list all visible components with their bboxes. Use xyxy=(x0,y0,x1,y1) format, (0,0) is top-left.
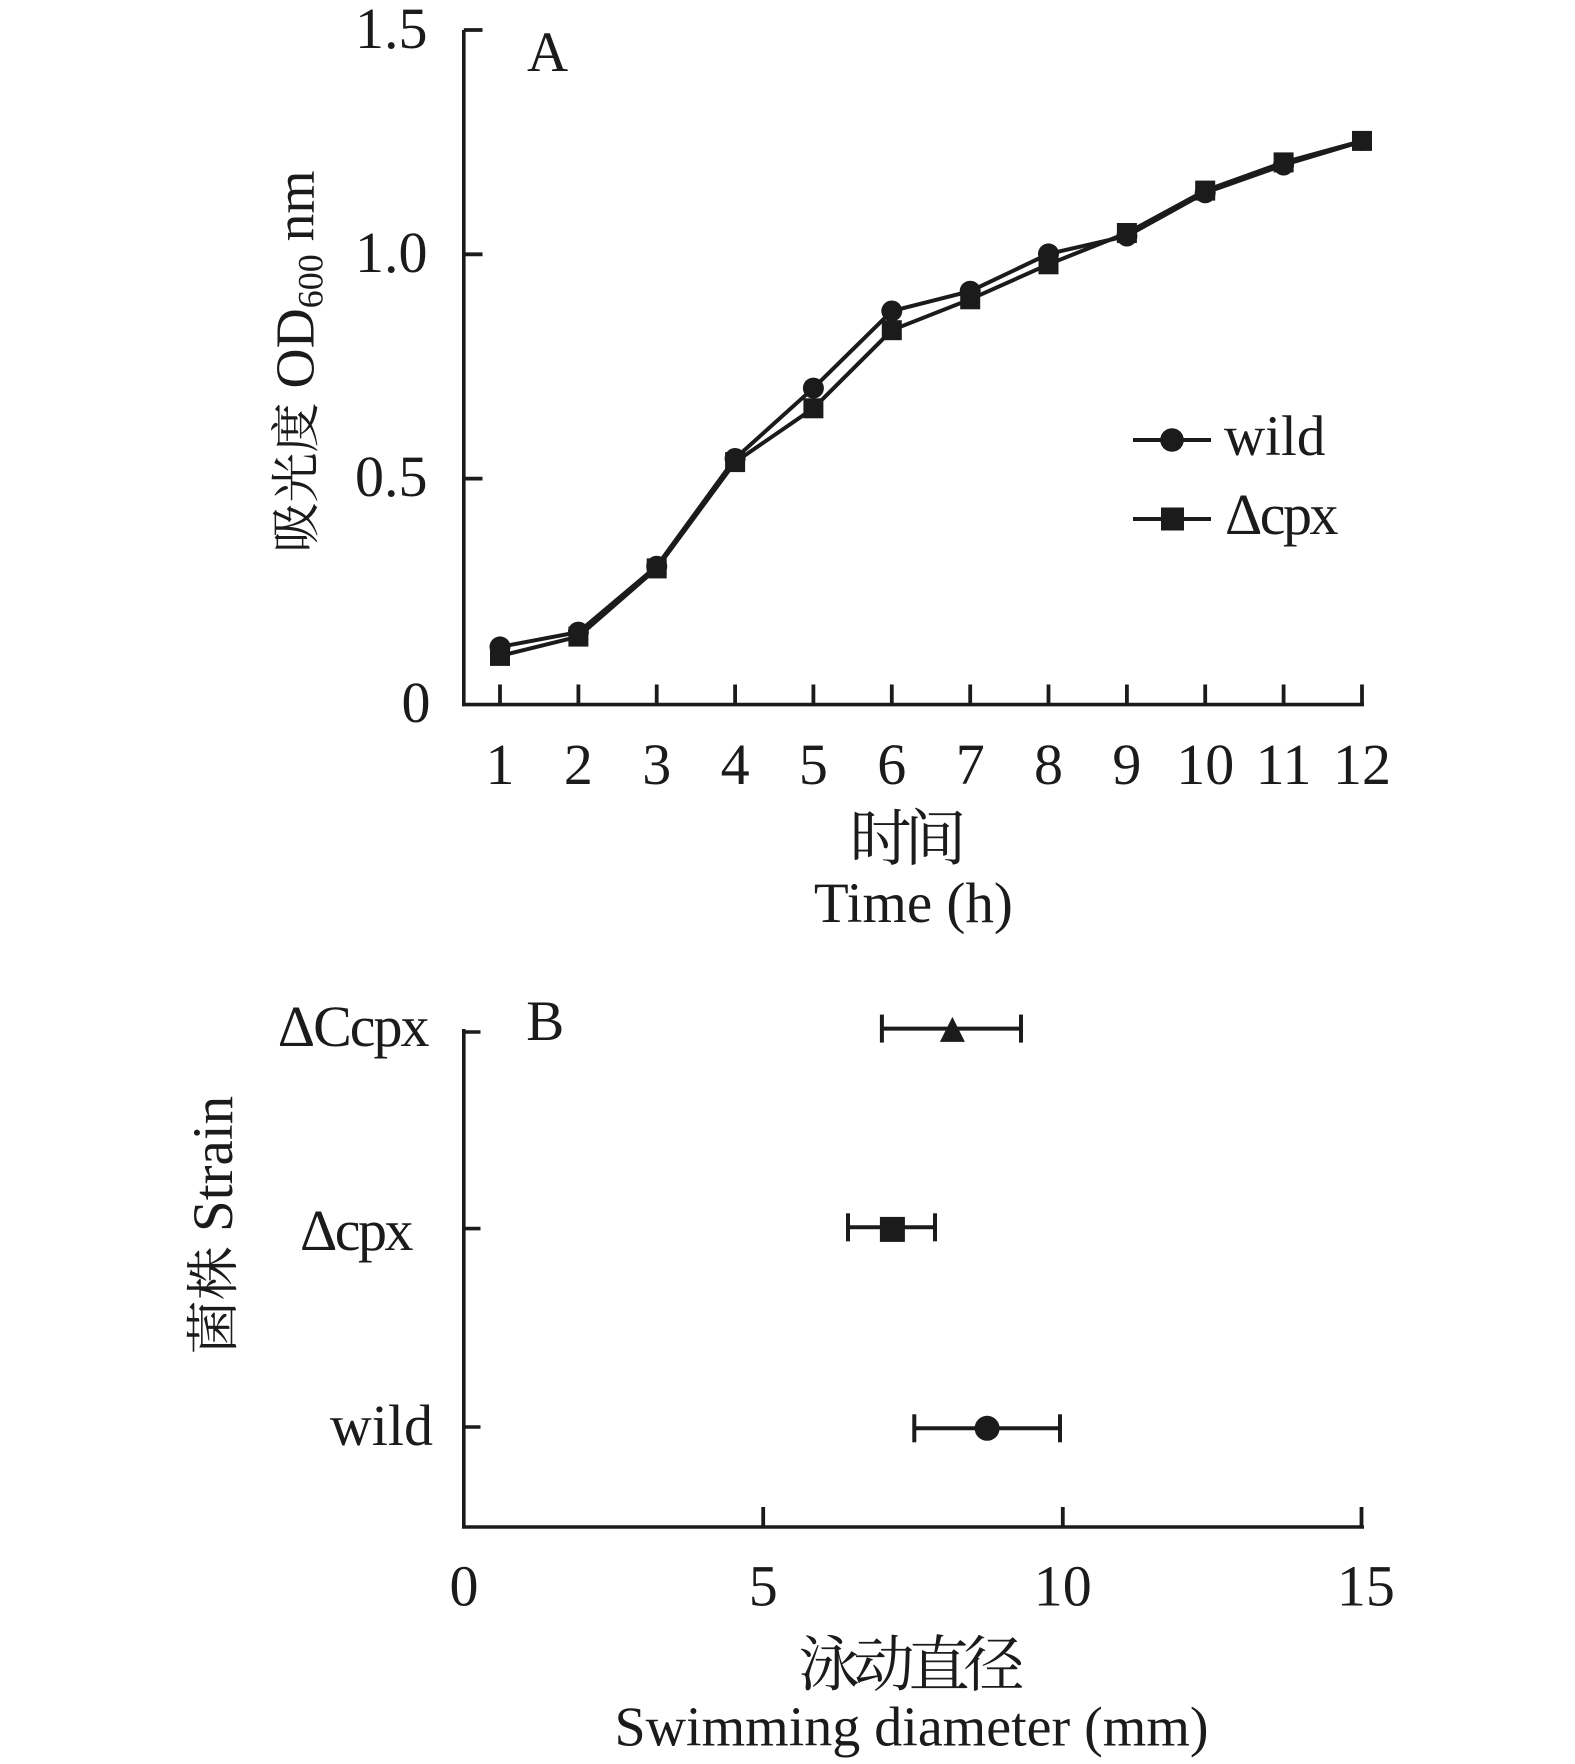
svg-text:B: B xyxy=(526,990,564,1053)
svg-text:1.5: 1.5 xyxy=(355,0,428,61)
svg-text:Swimming diameter (mm): Swimming diameter (mm) xyxy=(614,1697,1208,1759)
svg-text:Time (h): Time (h) xyxy=(814,872,1013,935)
svg-text:600: 600 xyxy=(291,254,331,308)
svg-text:7: 7 xyxy=(956,732,985,797)
svg-text:6: 6 xyxy=(877,732,906,797)
svg-text:ΔCcpx: ΔCcpx xyxy=(278,994,430,1059)
svg-text:Strain: Strain xyxy=(182,1096,245,1232)
svg-text:10: 10 xyxy=(1176,732,1234,797)
svg-text:12: 12 xyxy=(1333,732,1391,797)
svg-text:3: 3 xyxy=(642,732,671,797)
svg-text:Δcpx: Δcpx xyxy=(300,1198,414,1263)
svg-text:OD: OD xyxy=(266,308,327,388)
svg-text:1.0: 1.0 xyxy=(355,220,428,285)
svg-text:wild: wild xyxy=(1224,405,1325,468)
svg-text:2: 2 xyxy=(564,732,593,797)
svg-text:wild: wild xyxy=(330,1393,433,1458)
svg-text:nm: nm xyxy=(266,170,327,241)
svg-text:Δcpx: Δcpx xyxy=(1225,482,1339,547)
svg-text:8: 8 xyxy=(1034,732,1063,797)
svg-text:15: 15 xyxy=(1337,1554,1395,1619)
svg-text:5: 5 xyxy=(749,1554,778,1619)
svg-text:0: 0 xyxy=(450,1554,479,1619)
svg-text:1: 1 xyxy=(486,732,515,797)
svg-text:4: 4 xyxy=(721,732,750,797)
svg-text:0.5: 0.5 xyxy=(355,444,428,509)
svg-text:11: 11 xyxy=(1256,732,1312,797)
svg-text:0: 0 xyxy=(402,670,431,735)
svg-text:9: 9 xyxy=(1112,732,1141,797)
svg-text:A: A xyxy=(527,21,568,84)
svg-text:5: 5 xyxy=(799,732,828,797)
svg-text:10: 10 xyxy=(1034,1554,1092,1619)
